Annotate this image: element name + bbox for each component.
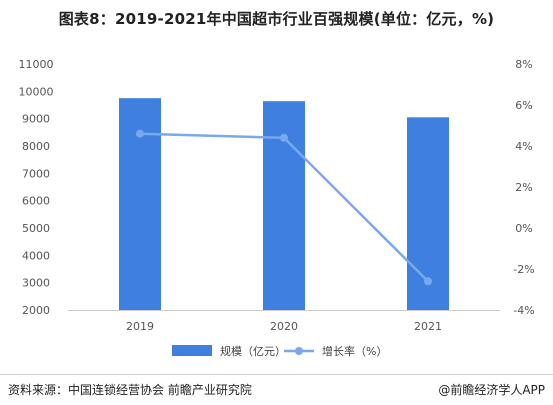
right-axis-ticks: -4% -2% 0% 2% 4% 6% 8% xyxy=(513,58,534,317)
legend: 规模（亿元） 增长率（%） xyxy=(172,344,387,358)
bar-series xyxy=(119,98,449,311)
chart-area: 2000 3000 4000 5000 6000 7000 8000 9000 10000 110… xyxy=(19,58,535,358)
left-axis-tick-label: 10000 xyxy=(19,85,54,98)
source-text: 资料来源：中国连锁经营协会 前瞻产业研究院 xyxy=(8,383,252,397)
growth-line-series xyxy=(136,129,432,286)
legend-bar-label: 规模（亿元） xyxy=(220,344,286,358)
x-axis-tick-label: 2020 xyxy=(270,320,298,333)
left-axis-tick-label: 4000 xyxy=(22,249,50,262)
right-axis-tick-label: -4% xyxy=(513,304,534,317)
bar-2020 xyxy=(263,101,305,310)
legend-bar-swatch xyxy=(172,345,212,356)
right-axis-tick-label: 2% xyxy=(515,181,532,194)
left-axis-tick-label: 8000 xyxy=(22,140,50,153)
x-axis-ticks: 2019 2020 2021 xyxy=(126,320,442,333)
left-axis-tick-label: 6000 xyxy=(22,195,50,208)
right-axis-tick-label: 8% xyxy=(515,58,532,71)
growth-point-2020 xyxy=(280,133,288,142)
growth-point-2021 xyxy=(424,277,432,286)
left-axis-ticks: 2000 3000 4000 5000 6000 7000 8000 9000 10000 110… xyxy=(19,58,54,317)
footer: 资料来源：中国连锁经营协会 前瞻产业研究院 @前瞻经济学人APP xyxy=(0,374,553,405)
x-axis-tick-label: 2021 xyxy=(414,320,442,333)
legend-line-label: 增长率（%） xyxy=(322,344,387,358)
right-axis-tick-label: 0% xyxy=(515,222,532,235)
left-axis-tick-label: 2000 xyxy=(22,304,50,317)
left-axis-tick-label: 9000 xyxy=(22,113,50,126)
left-axis-tick-label: 7000 xyxy=(22,167,50,180)
legend-line-marker xyxy=(295,347,303,355)
growth-point-2019 xyxy=(136,129,144,138)
left-axis-tick-label: 5000 xyxy=(22,222,50,235)
left-axis-tick-label: 3000 xyxy=(22,277,50,290)
left-axis-tick-label: 11000 xyxy=(19,58,54,71)
right-axis-tick-label: 4% xyxy=(515,140,532,153)
x-axis-tick-label: 2019 xyxy=(126,320,154,333)
right-axis-tick-label: -2% xyxy=(513,263,534,276)
right-axis-tick-label: 6% xyxy=(515,99,532,112)
credit-text: @前瞻经济学人APP xyxy=(438,383,545,397)
chart-title: 图表8：2019-2021年中国超市行业百强规模(单位：亿元，%) xyxy=(58,10,495,28)
